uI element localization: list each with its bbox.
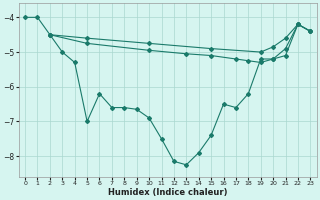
X-axis label: Humidex (Indice chaleur): Humidex (Indice chaleur) [108, 188, 228, 197]
